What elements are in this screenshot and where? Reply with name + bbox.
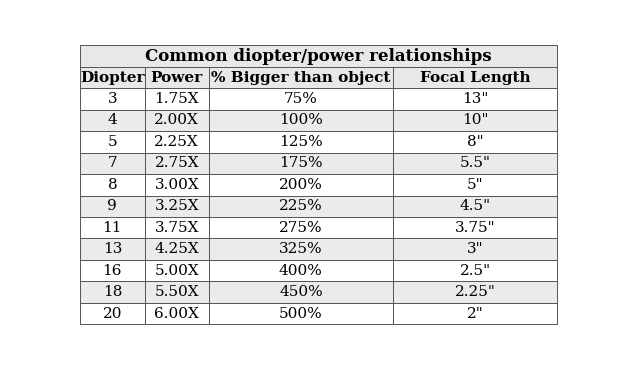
Text: 5: 5: [108, 135, 117, 149]
Text: 5": 5": [466, 178, 483, 192]
Text: 16: 16: [103, 264, 122, 278]
Text: 3.25X: 3.25X: [154, 199, 199, 213]
Bar: [144, 131, 209, 153]
Text: 7: 7: [108, 156, 117, 170]
Bar: [392, 303, 557, 324]
Bar: [209, 153, 392, 174]
Bar: [80, 260, 144, 281]
Text: 75%: 75%: [284, 92, 318, 106]
Bar: [392, 88, 557, 110]
Bar: [80, 67, 144, 88]
Bar: [392, 281, 557, 303]
Text: 3.00X: 3.00X: [154, 178, 199, 192]
Bar: [144, 303, 209, 324]
Text: 3: 3: [108, 92, 117, 106]
Text: 125%: 125%: [279, 135, 323, 149]
Text: 5.50X: 5.50X: [154, 285, 199, 299]
Bar: [392, 239, 557, 260]
Bar: [144, 153, 209, 174]
Text: Focal Length: Focal Length: [420, 71, 531, 85]
Bar: [80, 131, 144, 153]
Text: 400%: 400%: [279, 264, 323, 278]
Bar: [144, 195, 209, 217]
Text: 200%: 200%: [279, 178, 323, 192]
Text: 2.25": 2.25": [455, 285, 496, 299]
Bar: [144, 174, 209, 195]
Text: 2.75X: 2.75X: [154, 156, 199, 170]
Text: 325%: 325%: [279, 242, 323, 256]
Text: 2.5": 2.5": [460, 264, 491, 278]
Text: 9: 9: [108, 199, 118, 213]
Bar: [209, 131, 392, 153]
Bar: [80, 281, 144, 303]
Bar: [209, 110, 392, 131]
Text: 2": 2": [466, 307, 483, 321]
Text: 450%: 450%: [279, 285, 323, 299]
Text: % Bigger than object: % Bigger than object: [211, 71, 391, 85]
Bar: [209, 281, 392, 303]
Bar: [80, 174, 144, 195]
Text: 500%: 500%: [279, 307, 323, 321]
Bar: [80, 239, 144, 260]
Text: 275%: 275%: [279, 221, 323, 235]
Bar: [144, 239, 209, 260]
Text: 3.75": 3.75": [455, 221, 495, 235]
Bar: [209, 195, 392, 217]
Bar: [392, 67, 557, 88]
Bar: [392, 217, 557, 239]
Text: 13": 13": [462, 92, 488, 106]
Text: 18: 18: [103, 285, 122, 299]
Bar: [392, 153, 557, 174]
Bar: [209, 67, 392, 88]
Text: 100%: 100%: [279, 113, 323, 127]
Text: Common diopter/power relationships: Common diopter/power relationships: [146, 48, 492, 64]
Text: 20: 20: [103, 307, 122, 321]
Bar: [209, 88, 392, 110]
Text: 175%: 175%: [279, 156, 323, 170]
Text: 4: 4: [108, 113, 118, 127]
Text: 5.00X: 5.00X: [154, 264, 199, 278]
Text: Power: Power: [151, 71, 203, 85]
Text: 1.75X: 1.75X: [154, 92, 199, 106]
Bar: [144, 88, 209, 110]
Text: 2.25X: 2.25X: [154, 135, 199, 149]
Bar: [392, 110, 557, 131]
Bar: [209, 303, 392, 324]
Bar: [209, 174, 392, 195]
Text: 13: 13: [103, 242, 122, 256]
Text: 6.00X: 6.00X: [154, 307, 199, 321]
Bar: [144, 110, 209, 131]
Text: 8": 8": [466, 135, 483, 149]
Text: 3": 3": [466, 242, 483, 256]
Bar: [80, 153, 144, 174]
Text: 4.25X: 4.25X: [154, 242, 199, 256]
Bar: [144, 67, 209, 88]
Bar: [209, 239, 392, 260]
Text: 5.5": 5.5": [460, 156, 491, 170]
Text: 4.5": 4.5": [460, 199, 491, 213]
Text: 225%: 225%: [279, 199, 323, 213]
Text: 11: 11: [103, 221, 122, 235]
Bar: [80, 217, 144, 239]
Bar: [144, 281, 209, 303]
Text: 2.00X: 2.00X: [154, 113, 199, 127]
Text: 8: 8: [108, 178, 117, 192]
Bar: [392, 195, 557, 217]
Bar: [392, 174, 557, 195]
Bar: [80, 195, 144, 217]
Bar: [144, 217, 209, 239]
Bar: [80, 303, 144, 324]
Bar: [80, 88, 144, 110]
Bar: [209, 260, 392, 281]
Bar: [392, 260, 557, 281]
Bar: [392, 131, 557, 153]
Bar: [80, 45, 557, 67]
Text: 10": 10": [462, 113, 488, 127]
Bar: [144, 260, 209, 281]
Text: 3.75X: 3.75X: [154, 221, 199, 235]
Bar: [80, 110, 144, 131]
Text: Diopter: Diopter: [80, 71, 145, 85]
Bar: [209, 217, 392, 239]
